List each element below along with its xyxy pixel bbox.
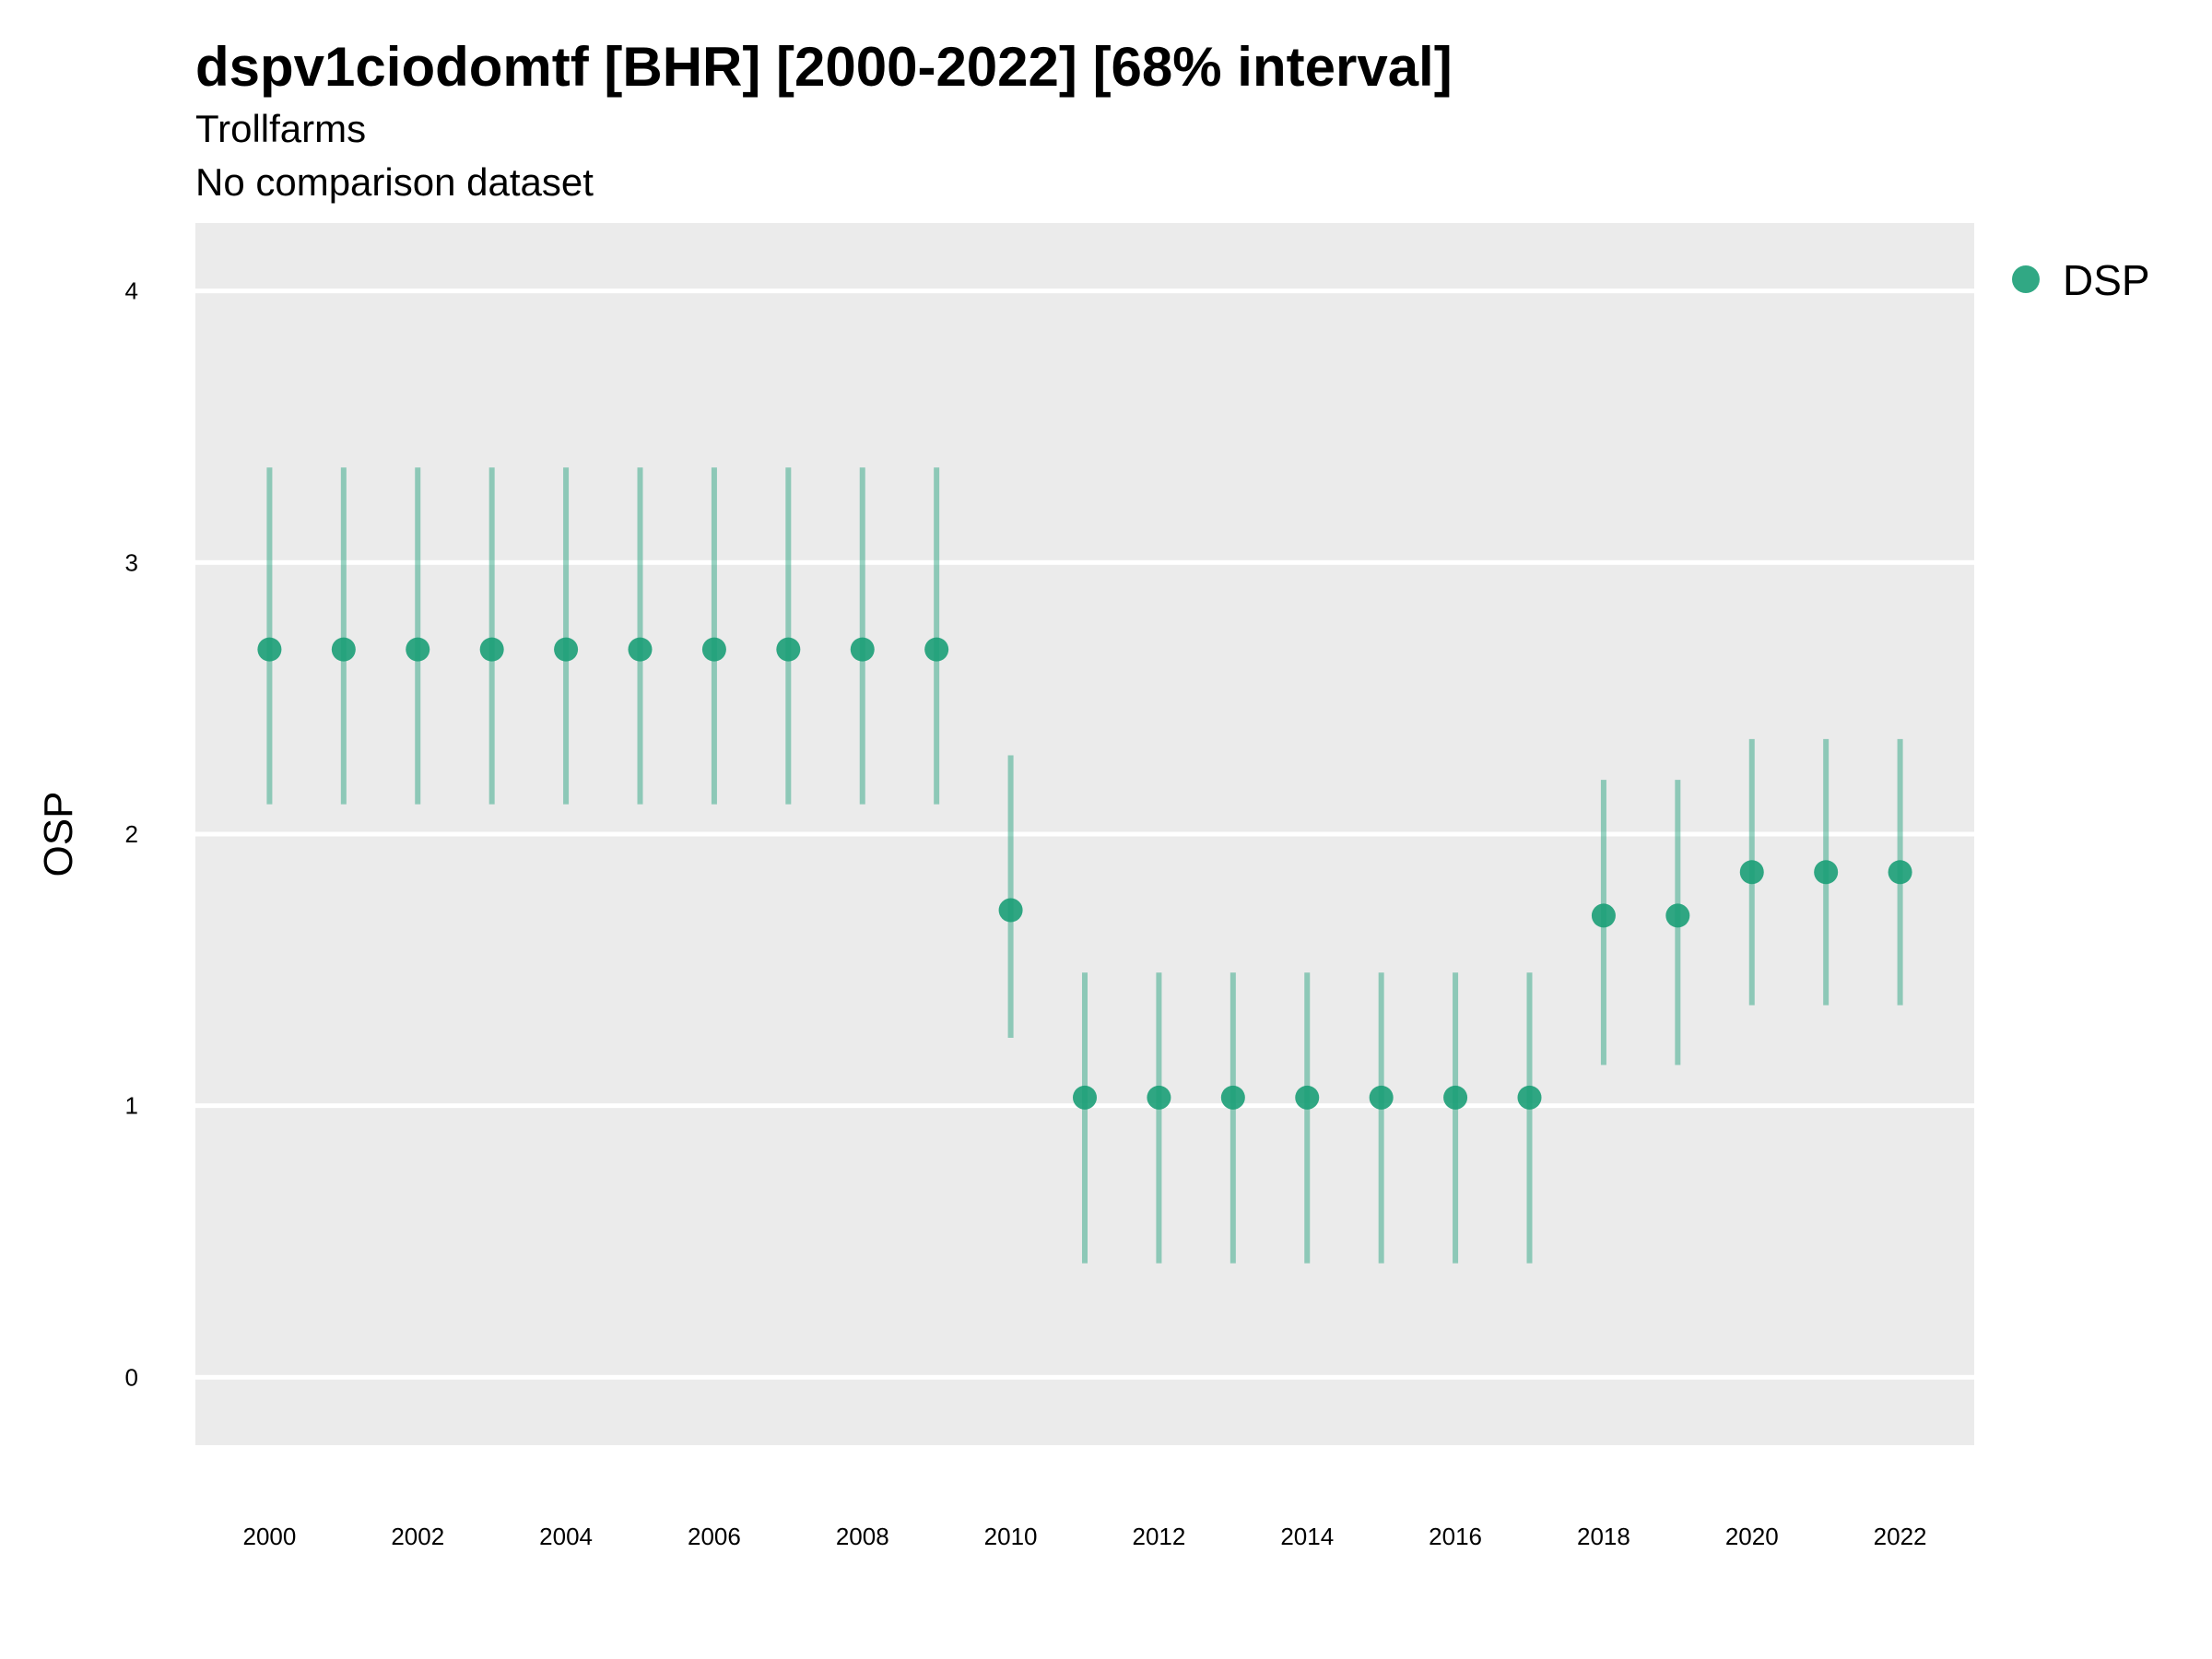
chart-subtitle: Trollfarms: [195, 107, 367, 150]
y-axis-ticks: 0 1 2 3 4: [125, 277, 138, 1392]
x-tick-label: 2002: [391, 1523, 444, 1550]
x-tick-label: 2008: [836, 1523, 889, 1550]
data-point: [850, 637, 875, 662]
data-point: [1443, 1085, 1468, 1110]
legend-label-dsp: DSP: [2063, 256, 2150, 304]
legend-key-dsp: [2012, 265, 2040, 293]
y-tick-label: 1: [125, 1092, 138, 1120]
data-point: [1517, 1085, 1542, 1110]
y-tick-label: 3: [125, 548, 138, 576]
x-tick-label: 2004: [539, 1523, 593, 1550]
x-tick-label: 2022: [1874, 1523, 1927, 1550]
data-point: [1814, 860, 1839, 885]
chart-caption: No comparison dataset: [195, 160, 594, 204]
data-point: [406, 637, 430, 662]
x-tick-label: 2016: [1429, 1523, 1482, 1550]
data-point: [1888, 860, 1912, 885]
data-point: [1739, 860, 1764, 885]
y-tick-label: 2: [125, 820, 138, 848]
x-tick-label: 2010: [984, 1523, 1038, 1550]
data-point: [924, 637, 949, 662]
data-point: [1369, 1085, 1394, 1110]
data-point: [257, 637, 282, 662]
x-tick-label: 2020: [1725, 1523, 1779, 1550]
data-point: [1295, 1085, 1320, 1110]
x-tick-label: 2014: [1280, 1523, 1334, 1550]
data-point: [776, 637, 801, 662]
x-axis-ticks: 2000 2002 2004 2006 2008 2010 2012 2014 2016 2018…: [242, 1523, 1926, 1550]
data-point: [1147, 1085, 1171, 1110]
error-bars: [266, 467, 1903, 1264]
data-point: [1073, 1085, 1097, 1110]
legend: DSP: [2012, 256, 2150, 304]
data-point: [701, 637, 726, 662]
data-point: [1220, 1085, 1245, 1110]
data-points: [257, 637, 1912, 1110]
y-tick-label: 4: [125, 277, 138, 305]
x-tick-label: 2006: [688, 1523, 741, 1550]
data-point: [331, 637, 356, 662]
x-tick-label: 2000: [242, 1523, 296, 1550]
data-point: [554, 637, 579, 662]
x-tick-label: 2018: [1577, 1523, 1630, 1550]
y-axis-label: OSP: [36, 792, 81, 877]
chart-title: dspv1ciodomtf [BHR] [2000-2022] [68% int…: [195, 36, 1453, 98]
y-tick-label: 0: [125, 1363, 138, 1391]
data-point: [1591, 903, 1616, 928]
data-point: [628, 637, 653, 662]
data-point: [998, 898, 1023, 923]
data-point: [479, 637, 504, 662]
x-tick-label: 2012: [1132, 1523, 1185, 1550]
data-point: [1665, 903, 1690, 928]
